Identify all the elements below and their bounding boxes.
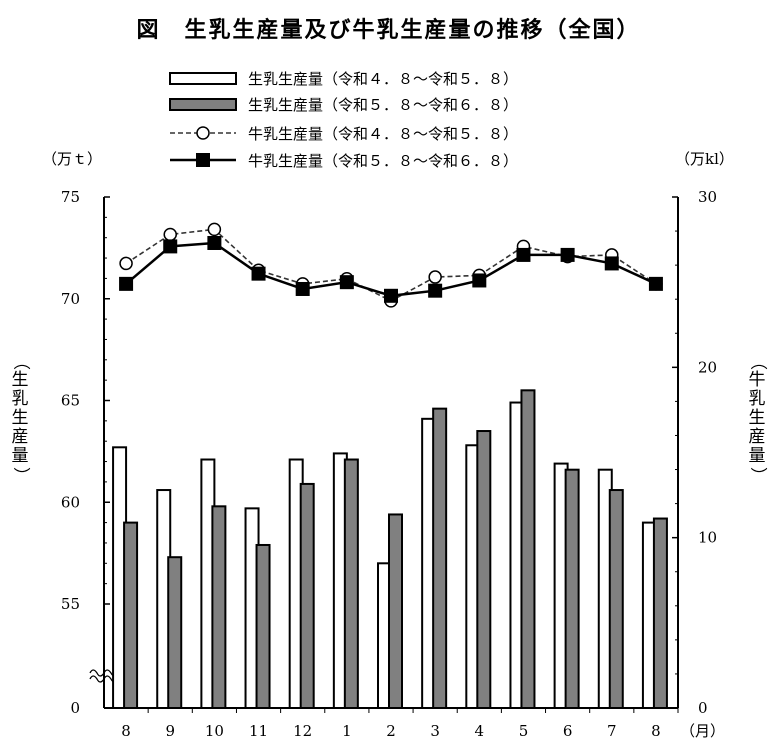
right-tick-label: 30 bbox=[698, 188, 717, 206]
bar-curr bbox=[520, 389, 536, 709]
x-tick-label: 5 bbox=[519, 722, 529, 740]
x-tick-label: 10 bbox=[205, 722, 224, 740]
x-tick-label: 9 bbox=[165, 722, 175, 740]
x-tick-label: 2 bbox=[386, 722, 396, 740]
x-tick-label: 7 bbox=[607, 722, 617, 740]
point-curr bbox=[207, 235, 222, 250]
legend-marker bbox=[196, 126, 210, 140]
point-prev bbox=[207, 222, 222, 237]
right-tick-label: 0 bbox=[698, 699, 708, 717]
x-tick-label: 11 bbox=[249, 722, 268, 740]
x-tick-label: 6 bbox=[563, 722, 573, 740]
lines bbox=[119, 222, 663, 308]
bars bbox=[112, 389, 668, 710]
left-tick-label: 0 bbox=[70, 699, 80, 717]
x-tick-label: 12 bbox=[293, 722, 312, 740]
bar-curr bbox=[476, 430, 492, 709]
right-tick-label: 20 bbox=[698, 358, 717, 376]
left-tick-label: 65 bbox=[61, 392, 80, 410]
left-axis-label: （生乳生産量） bbox=[10, 353, 31, 484]
bar-curr bbox=[211, 505, 227, 709]
point-curr bbox=[119, 276, 134, 291]
left-tick-label: 60 bbox=[61, 493, 80, 511]
point-curr bbox=[560, 247, 575, 262]
point-prev bbox=[163, 227, 177, 242]
x-tick-label: 8 bbox=[651, 722, 661, 740]
bar-curr bbox=[343, 458, 359, 710]
line-curr bbox=[125, 241, 657, 298]
point-curr bbox=[648, 276, 663, 291]
bar-curr bbox=[652, 517, 668, 710]
bar-curr bbox=[167, 556, 183, 709]
point-curr bbox=[295, 281, 310, 296]
x-tick-label: 3 bbox=[430, 722, 440, 740]
legend-label: 牛乳生産量（令和４．８～令和５．８） bbox=[248, 125, 518, 143]
point-curr bbox=[516, 247, 531, 262]
x-axis-unit: （月） bbox=[680, 722, 725, 740]
x-tick-label: 8 bbox=[121, 722, 131, 740]
legend-label: 生乳生産量（令和４．８～令和５．８） bbox=[248, 70, 518, 88]
left-tick-label: 55 bbox=[61, 595, 80, 613]
x-tick-label: 4 bbox=[475, 722, 485, 740]
left-axis-unit: （万ｔ） bbox=[42, 150, 102, 168]
chart-title: 図 生乳生産量及び牛乳生産量の推移（全国） bbox=[136, 18, 641, 43]
bar-curr bbox=[255, 543, 271, 709]
point-prev bbox=[428, 270, 442, 284]
left-tick-label: 75 bbox=[61, 188, 80, 206]
bar-curr bbox=[388, 513, 403, 710]
legend: 生乳生産量（令和４．８～令和５．８） 生乳生産量（令和５．８～令和６．８） 牛乳生産… bbox=[169, 70, 518, 170]
left-tick-label: 70 bbox=[61, 290, 80, 308]
right-axis-unit: （万kl） bbox=[675, 150, 734, 168]
bar-curr bbox=[299, 482, 315, 709]
right-axis-label: （牛乳生産量） bbox=[747, 353, 768, 484]
point-curr bbox=[428, 283, 443, 298]
x-tick-label: 1 bbox=[342, 722, 352, 740]
right-tick-label: 10 bbox=[698, 529, 717, 547]
point-curr bbox=[339, 275, 354, 290]
bar-curr bbox=[608, 489, 624, 710]
point-prev bbox=[119, 256, 133, 271]
point-curr bbox=[604, 256, 619, 271]
bar-curr bbox=[564, 468, 580, 709]
point-curr bbox=[472, 273, 487, 288]
point-curr bbox=[251, 266, 266, 281]
legend-marker bbox=[196, 153, 210, 167]
point-curr bbox=[384, 288, 398, 303]
legend-swatch bbox=[169, 98, 237, 111]
legend-label: 牛乳生産量（令和５．８～令和６．８） bbox=[248, 152, 518, 170]
bar-curr bbox=[432, 407, 448, 709]
bar-curr bbox=[123, 521, 139, 709]
legend-swatch bbox=[169, 72, 237, 85]
point-curr bbox=[163, 239, 178, 254]
legend-label: 生乳生産量（令和５．８～令和６．８） bbox=[248, 96, 518, 114]
